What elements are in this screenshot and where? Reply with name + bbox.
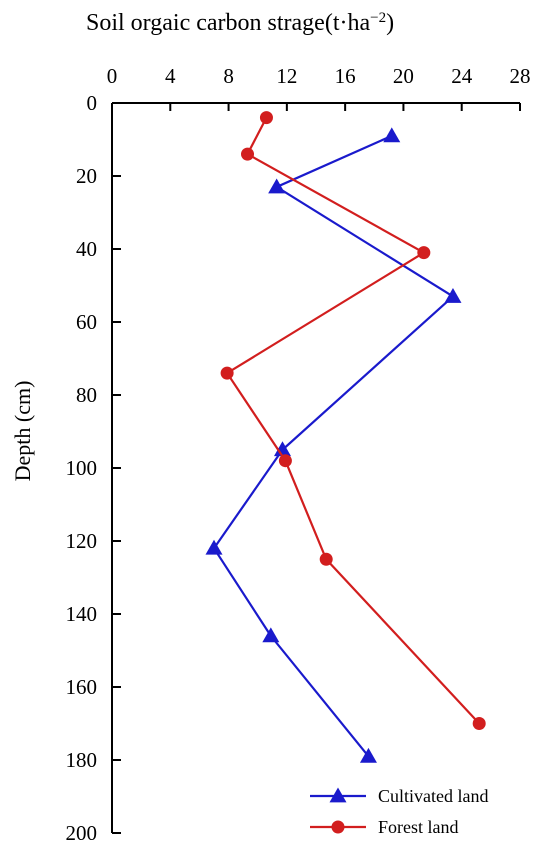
series-cultivated-land <box>205 127 462 763</box>
series-layer <box>205 111 486 763</box>
data-point-forest-land <box>417 246 431 260</box>
data-point-forest-land <box>472 717 486 730</box>
legend: Cultivated land Forest land <box>310 786 488 837</box>
y-tick-label: 100 <box>66 456 98 480</box>
data-point-cultivated-land <box>383 127 401 143</box>
x-tick-label: 28 <box>510 64 531 88</box>
chart-title: Soil orgaic carbon strage(t·ha−2) <box>86 10 394 36</box>
legend-item-cultivated-land: Cultivated land <box>310 786 488 806</box>
series-line-forest-land <box>225 117 481 725</box>
data-point-cultivated-land <box>273 441 291 457</box>
chart-title-unit-open: (t·ha <box>325 10 371 36</box>
axes: 0 4 8 12 16 20 24 28 0 20 40 60 80 100 120 140 160 180 200 <box>66 64 531 845</box>
data-point-forest-land <box>241 147 255 161</box>
y-axis-label: Depth (cm) <box>10 381 35 482</box>
y-tick-label: 40 <box>76 237 97 261</box>
y-tick-label: 120 <box>66 529 98 553</box>
data-point-cultivated-land <box>205 539 223 555</box>
y-tick-label: 80 <box>76 383 97 407</box>
y-tick-label: 140 <box>66 602 98 626</box>
data-point-cultivated-land <box>359 747 377 763</box>
y-tick-label: 20 <box>76 164 97 188</box>
x-tick-label: 20 <box>393 64 414 88</box>
data-point-forest-land <box>319 552 333 566</box>
chart-title-unit-close: ) <box>386 10 394 36</box>
series-line-cultivated-land <box>212 134 455 758</box>
legend-label: Forest land <box>378 817 459 837</box>
legend-swatch-marker <box>331 820 345 834</box>
x-tick-label: 16 <box>335 64 356 88</box>
legend-swatch-marker <box>329 787 347 803</box>
data-point-cultivated-land <box>268 178 286 194</box>
x-tick-label: 24 <box>451 64 473 88</box>
x-tick-label: 4 <box>165 64 176 88</box>
legend-item-forest-land: Forest land <box>310 817 459 837</box>
y-tick-label: 160 <box>66 675 98 699</box>
series-forest-land <box>220 111 486 730</box>
chart-title-unit-exp: −2 <box>370 10 386 26</box>
legend-label: Cultivated land <box>378 786 488 806</box>
data-point-cultivated-land <box>444 287 462 303</box>
x-tick-label: 0 <box>107 64 118 88</box>
data-point-forest-land <box>220 366 234 380</box>
data-point-forest-land <box>259 111 273 125</box>
y-tick-label: 60 <box>76 310 97 334</box>
chart-title-main: Soil orgaic carbon strage <box>86 10 325 36</box>
y-tick-label: 200 <box>66 821 98 845</box>
data-point-forest-land <box>278 454 292 468</box>
y-tick-label: 180 <box>66 748 98 772</box>
x-tick-label: 8 <box>223 64 234 88</box>
x-tick-label: 12 <box>276 64 297 88</box>
y-tick-label: 0 <box>87 91 98 115</box>
data-point-cultivated-land <box>262 627 280 643</box>
